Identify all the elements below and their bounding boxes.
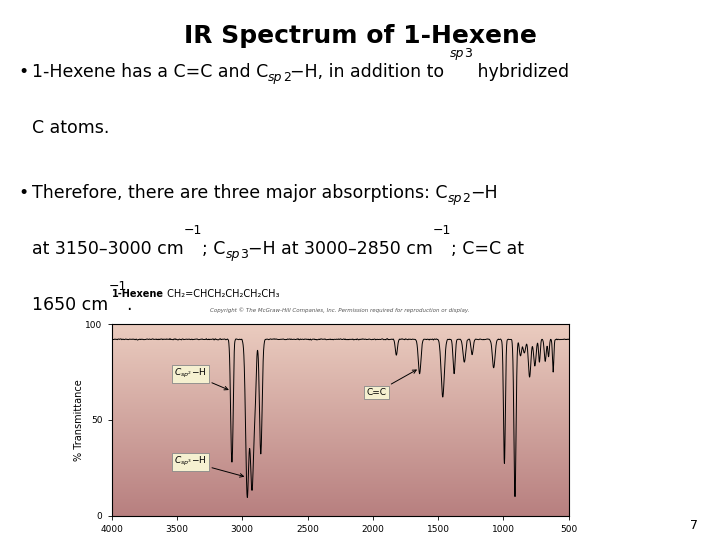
Text: sp: sp	[269, 71, 283, 84]
Text: CH₂=CHCH₂CH₂CH₂CH₃: CH₂=CHCH₂CH₂CH₂CH₃	[164, 289, 279, 299]
Text: 3: 3	[240, 248, 248, 261]
Text: 7: 7	[690, 519, 698, 532]
Text: Copyright © The McGraw-Hill Companies, Inc. Permission required for reproduction: Copyright © The McGraw-Hill Companies, I…	[210, 307, 470, 313]
Text: sp: sp	[448, 192, 462, 205]
Text: Therefore, there are three major absorptions: C: Therefore, there are three major absorpt…	[32, 184, 448, 201]
Text: C=C: C=C	[366, 370, 416, 397]
Text: $\mathit{C}_{sp^3}$−H: $\mathit{C}_{sp^3}$−H	[174, 455, 243, 477]
Text: sp: sp	[450, 48, 464, 60]
Text: hybridized: hybridized	[472, 63, 570, 81]
Text: •: •	[18, 184, 28, 201]
Text: C atoms.: C atoms.	[32, 119, 109, 137]
Text: IR Spectrum of 1-Hexene: IR Spectrum of 1-Hexene	[184, 24, 536, 48]
Text: 3: 3	[464, 48, 472, 60]
Text: .: .	[127, 296, 132, 314]
Text: 1-Hexene: 1-Hexene	[112, 289, 163, 299]
Text: −1: −1	[184, 224, 202, 237]
Text: 2: 2	[283, 71, 290, 84]
Text: sp: sp	[225, 248, 240, 261]
Text: ; C=C at: ; C=C at	[451, 240, 524, 258]
Text: at 3150–3000 cm: at 3150–3000 cm	[32, 240, 184, 258]
Text: 2: 2	[462, 192, 469, 205]
Text: −H at 3000–2850 cm: −H at 3000–2850 cm	[248, 240, 433, 258]
Text: −H: −H	[469, 184, 498, 201]
Text: ; C: ; C	[202, 240, 225, 258]
Text: $\mathit{C}_{sp^2}$−H: $\mathit{C}_{sp^2}$−H	[174, 367, 228, 390]
Text: 1650 cm: 1650 cm	[32, 296, 108, 314]
X-axis label: Wavenumber (cm⁻¹): Wavenumber (cm⁻¹)	[287, 539, 393, 540]
Text: •: •	[18, 63, 28, 81]
Text: −H, in addition to: −H, in addition to	[290, 63, 450, 81]
Y-axis label: % Transmittance: % Transmittance	[74, 379, 84, 461]
Text: −1: −1	[433, 224, 451, 237]
Text: 1-Hexene has a C=C and C: 1-Hexene has a C=C and C	[32, 63, 269, 81]
Text: −1: −1	[108, 280, 127, 293]
